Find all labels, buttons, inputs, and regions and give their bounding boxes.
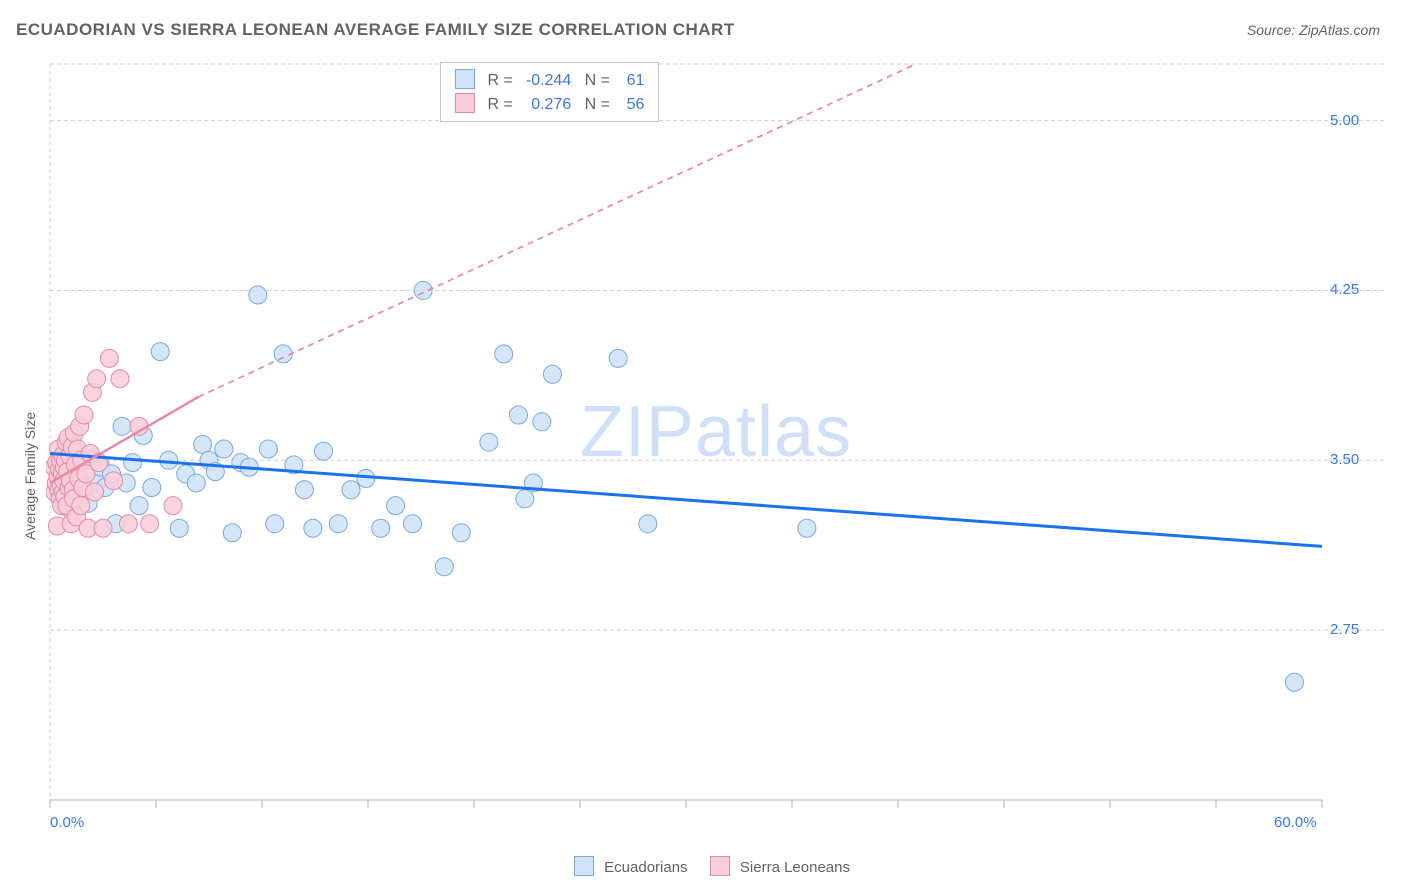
scatter-chart: [46, 60, 1386, 820]
swatch-sierra-leoneans: [455, 93, 475, 113]
legend-label: Sierra Leoneans: [740, 859, 850, 876]
x-tick-label: 0.0%: [50, 814, 84, 831]
stat-row-sierra-leoneans: R = 0.276 N = 56: [455, 93, 644, 117]
x-tick-label: 60.0%: [1274, 814, 1317, 831]
chart-title: ECUADORIAN VS SIERRA LEONEAN AVERAGE FAM…: [16, 20, 735, 40]
y-tick-label: 4.25: [1330, 281, 1359, 298]
r-value: -0.244: [517, 69, 571, 93]
stat-legend: R = -0.244 N = 61 R = 0.276 N = 56: [440, 62, 659, 122]
source-label: Source: ZipAtlas.com: [1247, 22, 1380, 38]
y-tick-label: 2.75: [1330, 621, 1359, 638]
swatch-sierra-leoneans: [710, 856, 730, 876]
legend-label: Ecuadorians: [604, 859, 687, 876]
stat-row-ecuadorians: R = -0.244 N = 61: [455, 69, 644, 93]
swatch-ecuadorians: [455, 69, 475, 89]
n-value: 61: [614, 69, 644, 93]
bottom-legend: Ecuadorians Sierra Leoneans: [0, 856, 1406, 876]
y-tick-label: 3.50: [1330, 451, 1359, 468]
y-tick-label: 5.00: [1330, 112, 1359, 129]
r-value: 0.276: [517, 93, 571, 117]
y-axis-label: Average Family Size: [22, 412, 38, 540]
swatch-ecuadorians: [574, 856, 594, 876]
chart-area: ZIPatlas: [46, 60, 1386, 820]
n-value: 56: [614, 93, 644, 117]
